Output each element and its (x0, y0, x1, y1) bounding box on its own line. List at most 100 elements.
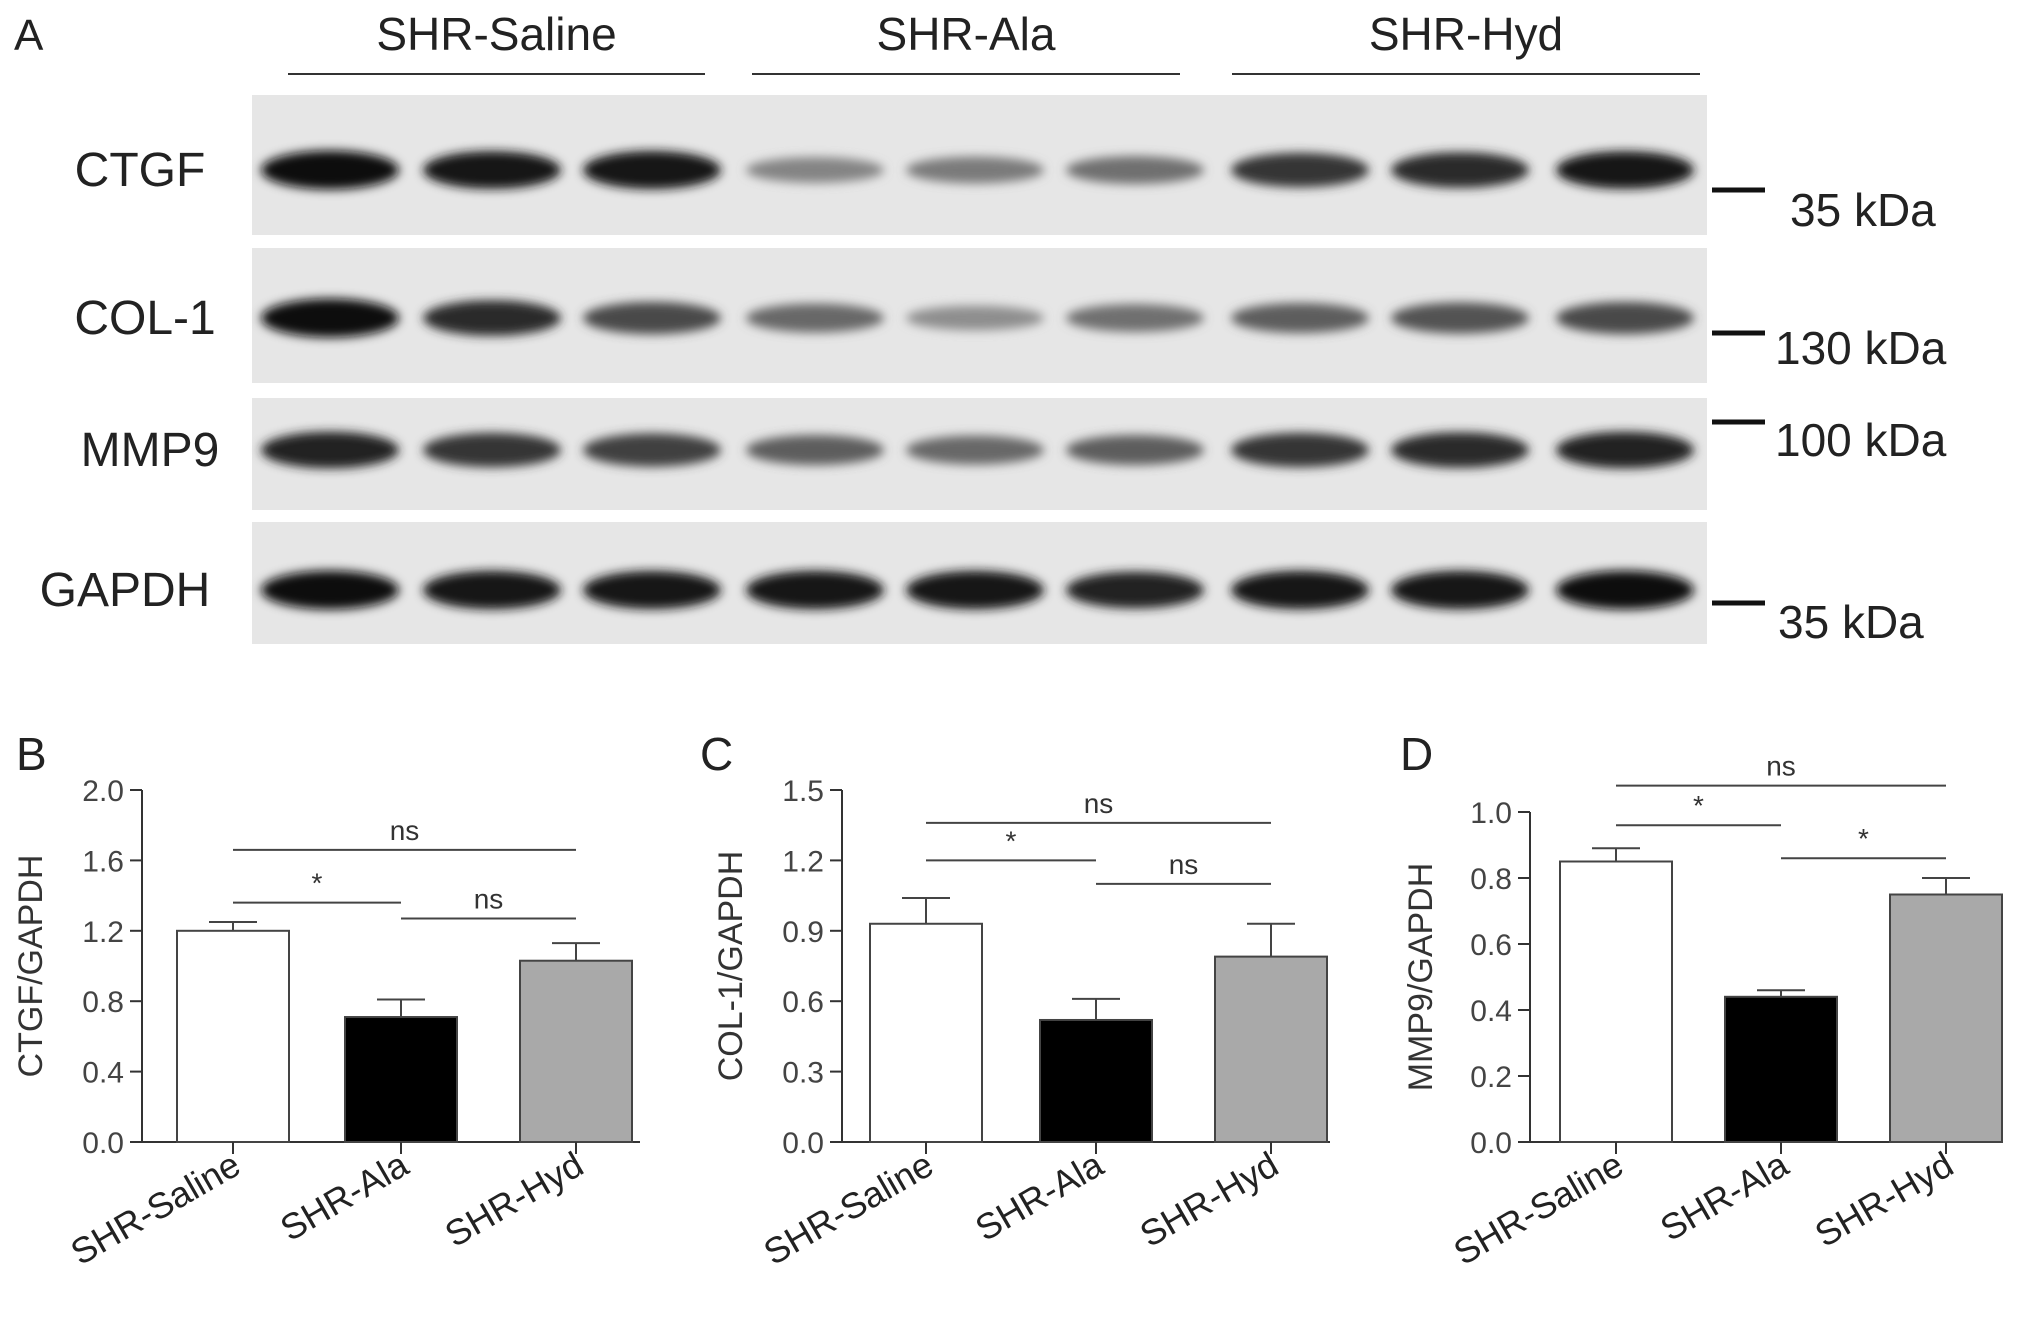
bar-shr-ala (1724, 995, 1838, 1143)
blot-band (1231, 570, 1369, 610)
y-tick-label: 0.0 (782, 1127, 824, 1160)
bar-shr-saline (1559, 860, 1673, 1143)
bar-shr-saline (869, 922, 983, 1144)
blot-row-col-1: COL-1 130 kDa (74, 248, 1947, 383)
blot-band (1391, 302, 1529, 334)
blot-band (746, 303, 884, 333)
chart-c: C 0.0 0.3 0.6 0.9 1.2 1.5 COL-1/GAPDH SHR-Saline… (700, 728, 1330, 1273)
blot-band (1231, 302, 1369, 334)
blot-band (1391, 570, 1529, 610)
blot-row-label: GAPDH (40, 564, 211, 617)
panel-label-a: A (14, 11, 44, 60)
blot-band (261, 298, 399, 338)
blot-band (261, 570, 399, 610)
y-tick-label: 0.8 (82, 986, 124, 1019)
marker-label: 100 kDa (1775, 414, 1947, 466)
blot-band (261, 431, 399, 469)
blot-band (1556, 301, 1694, 335)
blot-band (423, 570, 561, 610)
comparison-label: ns (474, 883, 504, 914)
y-tick-label: 1.2 (82, 916, 124, 949)
blot-band (1391, 152, 1529, 188)
marker-label: 130 kDa (1775, 322, 1947, 374)
comparison-label: ns (390, 815, 420, 846)
y-tick-label: 1.5 (782, 775, 824, 808)
y-tick-label: 0.3 (782, 1057, 824, 1090)
blot-band (423, 300, 561, 336)
blot-band (1556, 151, 1694, 189)
bar-shr-hyd (519, 959, 633, 1143)
x-tick-label: SHR-Saline (64, 1143, 247, 1273)
y-tick-label: 0.6 (1470, 929, 1512, 962)
y-tick-label: 0.0 (82, 1127, 124, 1160)
blot-band (1391, 432, 1529, 468)
blot-band (261, 150, 399, 190)
y-tick-label: 1.6 (82, 845, 124, 878)
blot-band (906, 435, 1044, 465)
bar-shr-ala (1039, 1018, 1153, 1143)
blot-row-label: MMP9 (81, 424, 220, 477)
x-tick-label: SHR-Saline (757, 1143, 940, 1273)
x-tick-label: SHR-Hyd (438, 1143, 590, 1255)
comparison-label: * (1693, 790, 1704, 821)
blot-band (583, 301, 721, 335)
blot-band (1066, 571, 1204, 609)
blot-band (1066, 434, 1204, 466)
comparison-label: ns (1084, 788, 1114, 819)
blot-row-gapdh: GAPDH 35 kDa (40, 522, 1924, 648)
bar-shr-hyd (1889, 893, 2003, 1143)
panel-label: C (700, 728, 733, 780)
y-axis-label: CTGF/GAPDH (12, 855, 50, 1078)
blot-group-label: SHR-Hyd (1369, 8, 1563, 60)
marker-label: 35 kDa (1790, 184, 1936, 236)
marker-label: 35 kDa (1778, 596, 1924, 648)
blot-band (583, 570, 721, 610)
blot-band (906, 156, 1044, 184)
blot-band (906, 570, 1044, 610)
blot-band (423, 432, 561, 468)
y-tick-label: 0.8 (1470, 863, 1512, 896)
y-tick-label: 0.0 (1470, 1127, 1512, 1160)
x-tick-label: SHR-Ala (968, 1143, 1111, 1249)
blot-band (583, 433, 721, 467)
blot-band (1556, 570, 1694, 610)
blot-band (1066, 304, 1204, 332)
blot-band (423, 151, 561, 189)
bar-shr-saline (176, 929, 290, 1143)
blot-band (583, 150, 721, 190)
blot-band (746, 434, 884, 466)
x-tick-label: SHR-Saline (1447, 1143, 1630, 1273)
x-tick-label: SHR-Hyd (1133, 1143, 1285, 1255)
panel-label: B (16, 728, 47, 780)
x-tick-label: SHR-Ala (273, 1143, 416, 1249)
comparison-label: ns (1169, 849, 1199, 880)
blot-band (906, 305, 1044, 331)
blot-group-label: SHR-Ala (877, 8, 1056, 60)
y-tick-label: 0.2 (1470, 1061, 1512, 1094)
blot-band (1556, 431, 1694, 469)
x-tick-label: SHR-Hyd (1808, 1143, 1960, 1255)
comparison-label: * (312, 868, 323, 899)
blot-row-mmp9: MMP9 100 kDa (81, 398, 1947, 510)
bar-shr-hyd (1214, 955, 1328, 1144)
blot-band (746, 157, 884, 183)
x-tick-label: SHR-Ala (1653, 1143, 1796, 1249)
y-tick-label: 0.9 (782, 916, 824, 949)
blot-band (1066, 156, 1204, 184)
panel-label: D (1400, 728, 1433, 780)
y-tick-label: 0.4 (82, 1057, 124, 1090)
blot-band (1231, 152, 1369, 188)
blot-row-ctgf: CTGF 35 kDa (75, 95, 1936, 236)
comparison-label: * (1858, 823, 1869, 854)
western-blot-panel: A SHR-Saline SHR-Ala SHR-Hyd CTGF 35 kDa COL-1… (14, 8, 1947, 648)
blot-band (746, 570, 884, 610)
blot-group-label: SHR-Saline (376, 8, 616, 60)
comparison-label: * (1006, 825, 1017, 856)
blot-row-label: COL-1 (74, 292, 215, 345)
y-axis-label: COL-1/GAPDH (712, 851, 750, 1082)
y-tick-label: 2.0 (82, 775, 124, 808)
y-tick-label: 1.0 (1470, 797, 1512, 830)
